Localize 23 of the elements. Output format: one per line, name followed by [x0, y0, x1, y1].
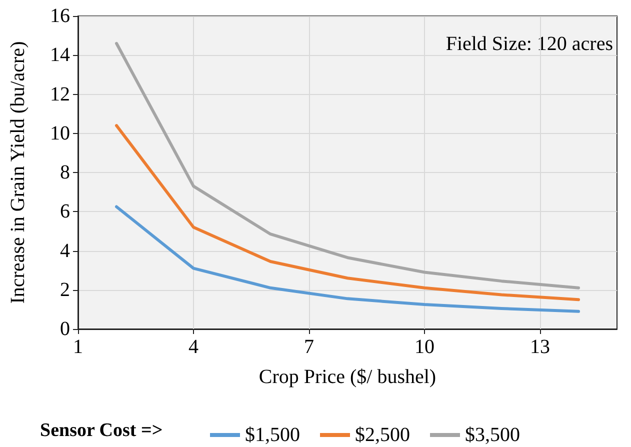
legend-title: Sensor Cost => — [40, 420, 163, 441]
x-axis-title: Crop Price ($/ bushel) — [258, 366, 436, 388]
x-tick-label: 1 — [73, 336, 83, 358]
y-tick-label: 0 — [60, 318, 70, 340]
x-tick-label: 10 — [414, 336, 434, 358]
y-tick-label: 10 — [50, 122, 70, 144]
annotation: Field Size: 120 acres — [446, 33, 614, 55]
line-series — [115, 124, 580, 302]
y-axis-title: Increase in Grain Yield (bu/acre) — [7, 41, 29, 304]
line-series — [115, 205, 580, 313]
y-tick-label: 12 — [50, 83, 70, 106]
y-tick-label: 6 — [60, 200, 70, 223]
y-tick-label: 4 — [60, 240, 70, 262]
legend-label: $1,500 — [245, 424, 300, 446]
legend-label: $2,500 — [355, 424, 410, 446]
y-tick-label: 8 — [60, 162, 70, 184]
x-tick-label: 7 — [304, 336, 314, 358]
y-tick-label: 16 — [50, 5, 70, 27]
legend-label: $3,500 — [465, 424, 520, 446]
y-tick-label: 2 — [60, 278, 70, 301]
y-tick-label: 14 — [50, 44, 70, 66]
x-tick-label: 4 — [188, 336, 198, 358]
x-tick-label: 13 — [530, 336, 550, 358]
